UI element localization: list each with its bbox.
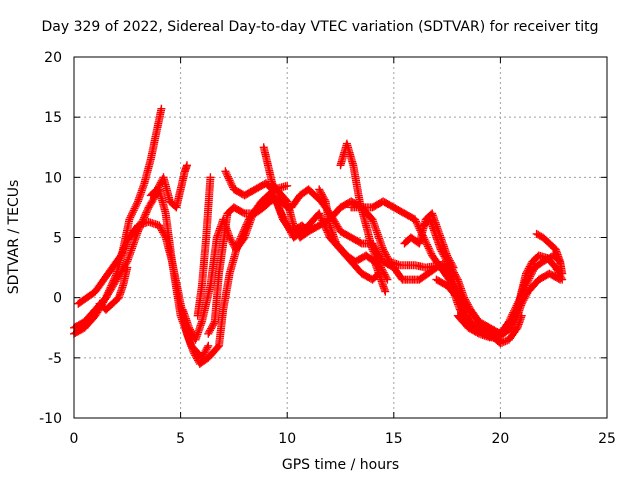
y-axis-label: SDTVAR / TECUs [6, 179, 22, 295]
x-axis-label: GPS time / hours [281, 457, 400, 473]
series-arc-4 [146, 161, 191, 212]
series-markers [193, 173, 215, 320]
x-tick-label: 25 [598, 431, 616, 447]
series-markers [432, 275, 526, 348]
y-tick-label: 10 [44, 170, 62, 186]
series-markers [95, 263, 132, 314]
series-arc-9 [259, 143, 313, 242]
data-series [70, 104, 567, 368]
x-tick-label: 0 [70, 431, 79, 447]
y-tick-label: 20 [44, 50, 62, 66]
series-markers [204, 185, 565, 338]
series-arc-7 [204, 185, 565, 338]
x-tick-label: 20 [491, 431, 509, 447]
series-markers [532, 229, 567, 278]
plot-frame [73, 56, 608, 419]
series-arc-18 [532, 229, 567, 278]
series-markers [146, 161, 191, 212]
x-tick-label: 10 [278, 431, 296, 447]
series-arc-6 [193, 173, 215, 320]
x-tick-label: 5 [176, 431, 185, 447]
series-markers [507, 251, 567, 326]
series-arc-17 [507, 251, 567, 326]
grid-lines [74, 57, 607, 418]
y-tick-label: -10 [39, 411, 62, 427]
x-tick-label: 15 [385, 431, 403, 447]
y-tick-label: 15 [44, 110, 62, 126]
series-arc-15 [432, 275, 526, 348]
y-tick-label: 0 [53, 291, 62, 307]
y-tick-label: -5 [48, 351, 62, 367]
series-markers [259, 143, 313, 242]
series-arc-19 [95, 263, 132, 314]
chart-title: Day 329 of 2022, Sidereal Day-to-day VTE… [41, 19, 599, 35]
axis-ticks: 0 5 10 15 20 25 -10 -5 0 5 10 15 20 [39, 50, 616, 447]
y-tick-label: 5 [53, 231, 62, 247]
